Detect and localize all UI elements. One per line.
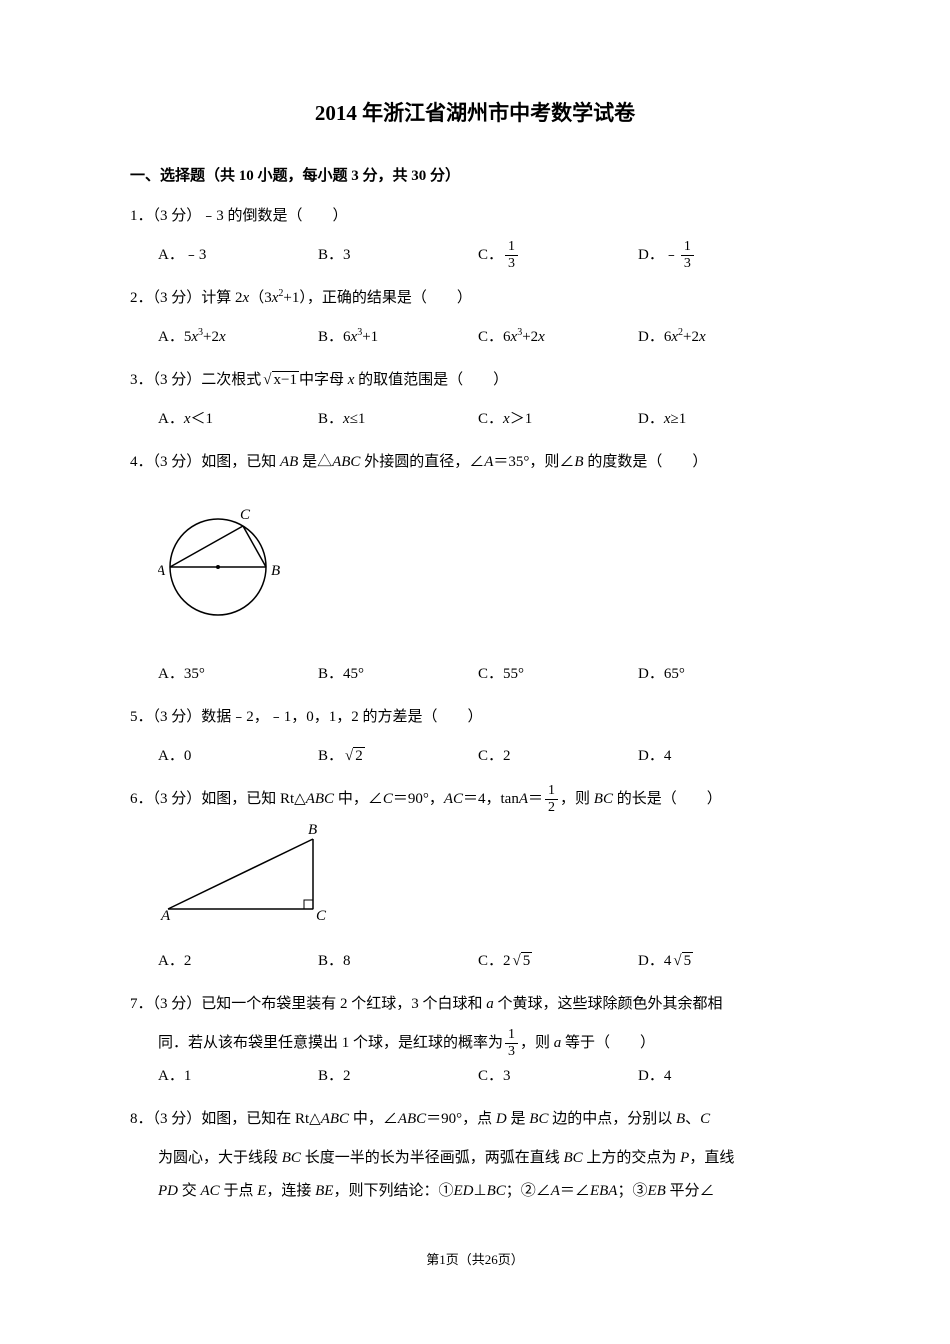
section-header-1: 一、选择题（共 10 小题，每小题 3 分，共 30 分） (130, 163, 820, 190)
sqrt-x-1: x−1 (261, 364, 299, 397)
sqrt-5a: 5 (511, 945, 533, 978)
question-4: 4．（3 分）如图，已知 AB 是△ABC 外接圆的直径，∠A＝35°，则∠B … (130, 446, 820, 691)
q2-opt-C: C．6x3+2x (478, 321, 638, 354)
q7-opt-D: D．4 (638, 1060, 798, 1093)
q3-options: A．x＜1 B．x≤1 C．x＞1 D．x≥1 (130, 403, 820, 436)
question-2: 2．（3 分）计算 2x（3x2+1），正确的结果是（ ） A．5x3+2x B… (130, 282, 820, 354)
label-B: B (271, 563, 280, 579)
page: 2014 年浙江省湖州市中考数学试卷 一、选择题（共 10 小题，每小题 3 分… (0, 0, 950, 1331)
q1-stem: 1．（3 分）﹣3 的倒数是（ ） (130, 200, 820, 233)
line-BC (243, 526, 266, 567)
question-8: 8．（3 分）如图，已知在 Rt△ABC 中，∠ABC＝90°，点 D 是 BC… (130, 1103, 820, 1208)
q4-svg: A B C (158, 487, 308, 637)
q3-stem: 3．（3 分）二次根式x−1中字母 x 的取值范围是（ ） (130, 364, 820, 397)
sqrt-2: 2 (343, 740, 365, 773)
question-1: 1．（3 分）﹣3 的倒数是（ ） A．﹣3 B．3 C．13 D．﹣13 (130, 200, 820, 272)
q2-opt-B: B．6x3+1 (318, 321, 478, 354)
q4-options: A．35° B．45° C．55° D．65° (130, 658, 820, 691)
q6-figure: A B C (158, 824, 820, 937)
title: 2014 年浙江省湖州市中考数学试卷 (130, 95, 820, 133)
q5-opt-D: D．4 (638, 740, 798, 773)
line-AB (168, 839, 313, 909)
q5-opt-B: B．2 (318, 740, 478, 773)
q6-opt-C: C．25 (478, 945, 638, 978)
q5-opt-A: A．0 (158, 740, 318, 773)
q4-opt-C: C．55° (478, 658, 638, 691)
q4-opt-B: B．45° (318, 658, 478, 691)
q4-stem: 4．（3 分）如图，已知 AB 是△ABC 外接圆的直径，∠A＝35°，则∠B … (130, 446, 820, 479)
question-6: 6．（3 分）如图，已知 Rt△ABC 中，∠C＝90°，AC＝4，tanA＝1… (130, 783, 820, 978)
line-AC (170, 526, 243, 567)
label-B: B (308, 824, 317, 838)
q6-options: A．2 B．8 C．25 D．45 (130, 945, 820, 978)
q4-opt-D: D．65° (638, 658, 798, 691)
q7-options: A．1 B．2 C．3 D．4 (130, 1060, 820, 1093)
right-angle (304, 900, 313, 909)
label-C: C (240, 507, 251, 523)
footer: 第1页（共26页） (130, 1248, 820, 1271)
q2-opt-A: A．5x3+2x (158, 321, 318, 354)
q8-line2: 为圆心，大于线段 BC 长度一半的长为半径画弧，两弧在直线 BC 上方的交点为 … (130, 1142, 820, 1175)
q1-options: A．﹣3 B．3 C．13 D．﹣13 (130, 239, 820, 272)
q3-opt-A: A．x＜1 (158, 403, 318, 436)
frac-1-2: 12 (543, 783, 560, 815)
label-A: A (160, 908, 171, 924)
q7-opt-B: B．2 (318, 1060, 478, 1093)
q6-opt-D: D．45 (638, 945, 798, 978)
q4-figure: A B C (158, 487, 820, 650)
q7-opt-C: C．3 (478, 1060, 638, 1093)
frac-1-3-c: 13 (503, 1027, 520, 1059)
q3-opt-B: B．x≤1 (318, 403, 478, 436)
sqrt-5b: 5 (671, 945, 693, 978)
center-dot (216, 565, 220, 569)
q5-options: A．0 B．2 C．2 D．4 (130, 740, 820, 773)
q2-opt-D: D．6x2+2x (638, 321, 798, 354)
frac-1-3-b: 13 (679, 239, 696, 271)
q7-stem: 7．（3 分）已知一个布袋里装有 2 个红球，3 个白球和 a 个黄球，这些球除… (130, 988, 820, 1021)
q2-options: A．5x3+2x B．6x3+1 C．6x3+2x D．6x2+2x (130, 321, 820, 354)
q6-opt-B: B．8 (318, 945, 478, 978)
question-3: 3．（3 分）二次根式x−1中字母 x 的取值范围是（ ） A．x＜1 B．x≤… (130, 364, 820, 436)
frac-1-3: 13 (503, 239, 520, 271)
q3-opt-D: D．x≥1 (638, 403, 798, 436)
q5-opt-C: C．2 (478, 740, 638, 773)
q8-line3: PD 交 AC 于点 E，连接 BE，则下列结论：①ED⊥BC；②∠A＝∠EBA… (130, 1175, 820, 1208)
q3-opt-C: C．x＞1 (478, 403, 638, 436)
q8-stem: 8．（3 分）如图，已知在 Rt△ABC 中，∠ABC＝90°，点 D 是 BC… (130, 1103, 820, 1136)
q1d-prefix: D．﹣ (638, 247, 679, 263)
label-A: A (158, 563, 166, 579)
q1-opt-D: D．﹣13 (638, 239, 798, 272)
q5-stem: 5．（3 分）数据﹣2，﹣1，0，1，2 的方差是（ ） (130, 701, 820, 734)
q7-opt-A: A．1 (158, 1060, 318, 1093)
label-C: C (316, 908, 327, 924)
q2-stem: 2．（3 分）计算 2x（3x2+1），正确的结果是（ ） (130, 282, 820, 315)
q4-opt-A: A．35° (158, 658, 318, 691)
question-7: 7．（3 分）已知一个布袋里装有 2 个红球，3 个白球和 a 个黄球，这些球除… (130, 988, 820, 1093)
question-5: 5．（3 分）数据﹣2，﹣1，0，1，2 的方差是（ ） A．0 B．2 C．2… (130, 701, 820, 773)
q6-opt-A: A．2 (158, 945, 318, 978)
q1c-prefix: C． (478, 247, 503, 263)
q7-line2: 同．若从该布袋里任意摸出 1 个球，是红球的概率为13，则 a 等于（ ） (130, 1027, 820, 1060)
q1-opt-B: B．3 (318, 239, 478, 272)
q6-svg: A B C (158, 824, 338, 924)
q1-opt-A: A．﹣3 (158, 239, 318, 272)
q6-stem: 6．（3 分）如图，已知 Rt△ABC 中，∠C＝90°，AC＝4，tanA＝1… (130, 783, 820, 816)
q1-opt-C: C．13 (478, 239, 638, 272)
